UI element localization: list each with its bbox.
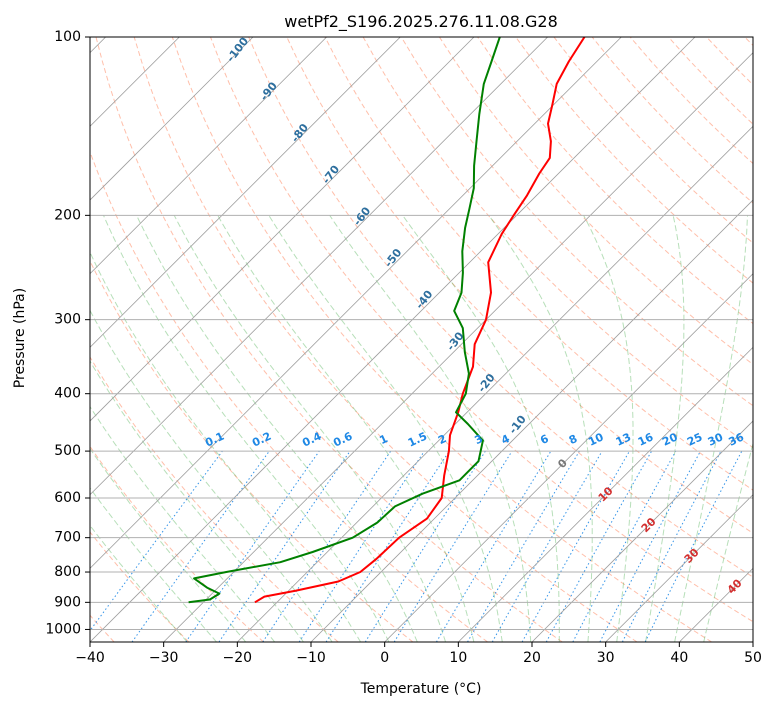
moist-adiabat: [90, 447, 247, 642]
isotherm: [90, 37, 475, 422]
mixing-ratio-line: [131, 450, 270, 642]
mixing-ratio-line: [298, 450, 425, 642]
mixing-ratio-label: 20: [660, 430, 680, 448]
isotherm: [90, 37, 254, 201]
x-tick-label: −20: [223, 650, 253, 666]
x-tick-label: 20: [523, 650, 541, 666]
isotherm: [384, 273, 753, 642]
dry-adiabat: [90, 531, 190, 642]
moist-adiabat: [90, 524, 188, 642]
moist-adiabat: [674, 215, 748, 642]
plot-frame: [89, 36, 754, 643]
mixing-ratio-line: [325, 450, 450, 642]
moist-adiabat: [402, 215, 560, 642]
x-tick-label: 30: [597, 650, 615, 666]
x-tick-label: −40: [75, 650, 105, 666]
x-tick-label: −10: [296, 650, 326, 666]
y-tick-label: 300: [54, 312, 81, 328]
y-tick-label: 900: [54, 594, 81, 610]
plot-background: [90, 37, 753, 642]
moist-adiabat: [90, 309, 333, 642]
moist-adiabat: [329, 215, 532, 642]
moist-adiabat: [217, 215, 475, 642]
x-tick-label: 0: [380, 650, 389, 666]
y-tick-label: 600: [54, 490, 81, 506]
mixing-ratio-line: [90, 450, 223, 632]
dry-adiabat: [90, 150, 488, 642]
isotherm: [90, 37, 327, 275]
dry-adiabat: [90, 445, 264, 642]
dry-adiabat: [324, 37, 753, 491]
y-tick-label: 100: [54, 29, 81, 45]
dry-adiabat: [248, 37, 753, 578]
dry-adiabat: [515, 37, 753, 284]
isotherm: [752, 641, 753, 642]
dry-adiabat: [210, 37, 753, 623]
mixing-ratio-line: [262, 450, 392, 642]
dry-adiabat: [438, 37, 753, 366]
dewpoint-profile: [188, 37, 501, 604]
isotherm: [531, 420, 753, 642]
moist-adiabat: [703, 441, 753, 642]
mixing-ratio-label: 16: [636, 430, 656, 448]
isotherm: [90, 37, 622, 569]
mixing-ratio-line: [218, 450, 351, 642]
y-axis-label: Pressure (hPa): [12, 288, 28, 388]
x-tick-label: 10: [449, 650, 467, 666]
y-tick-label: 500: [54, 443, 81, 459]
isotherm: [605, 494, 753, 642]
dry-adiabat: [95, 37, 563, 642]
mixing-ratio-line: [644, 450, 743, 642]
isotherm: [310, 199, 753, 642]
mixing-ratio-label: 30: [706, 430, 726, 448]
mixing-ratio-label: 25: [685, 430, 704, 448]
moist-adiabat: [90, 487, 217, 642]
moist-adiabat: [645, 215, 685, 642]
moist-adiabat: [90, 251, 362, 642]
mixing-ratio-line: [572, 450, 677, 642]
x-tick-label: 50: [744, 650, 762, 666]
isotherm: [90, 37, 401, 348]
mixing-ratio-label: 13: [614, 430, 633, 448]
y-tick-label: 1000: [45, 621, 81, 637]
temperature-profile: [254, 37, 586, 604]
isotherm: [163, 52, 753, 642]
moist-adiabat: [488, 215, 593, 642]
y-tick-label: 800: [54, 564, 81, 580]
moist-adiabat: [136, 215, 418, 642]
moist-adiabat: [173, 215, 447, 642]
isotherm: [90, 37, 548, 496]
x-tick-label: 40: [670, 650, 688, 666]
dry-adiabat: [171, 37, 712, 642]
mixing-ratio-line: [393, 450, 513, 642]
dry-adiabat: [133, 37, 638, 642]
mixing-ratio-line: [545, 450, 653, 642]
mixing-ratio-label: 10: [586, 430, 606, 448]
x-tick-label: −30: [149, 650, 179, 666]
chart-title: wetPf2_S196.2025.276.11.08.G28: [284, 12, 558, 32]
x-axis-label: Temperature (°C): [360, 681, 482, 697]
moist-adiabat: [583, 215, 634, 642]
isotherm: [237, 125, 753, 642]
y-tick-label: 400: [54, 386, 81, 402]
y-tick-label: 700: [54, 530, 81, 546]
mixing-ratio-label: 36: [727, 430, 747, 448]
isotherm: [458, 346, 753, 642]
dry-adiabat: [400, 37, 753, 407]
dry-adiabat: [90, 356, 339, 642]
mixing-ratio-line: [521, 450, 630, 642]
mixing-ratio-line: [185, 450, 320, 642]
isotherm: [90, 37, 696, 642]
y-tick-label: 200: [54, 207, 81, 223]
